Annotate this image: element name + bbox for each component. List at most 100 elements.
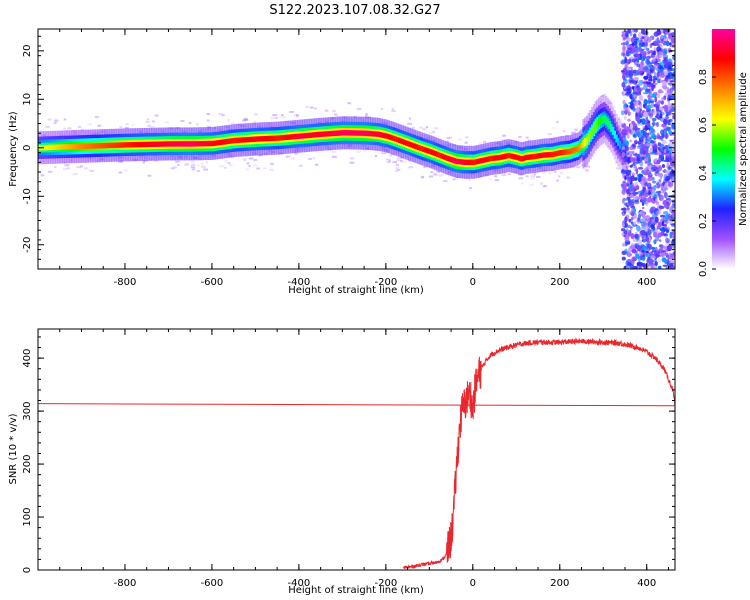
spectrogram-halo-cell <box>131 123 135 126</box>
spectrogram-noise-cell <box>631 256 637 262</box>
spectrogram-noise-cell <box>649 194 654 197</box>
spectrogram-ridge-cell <box>425 147 429 154</box>
spectrogram-noise-cell <box>621 151 625 159</box>
colorbar-tick-label: 0.8 <box>698 69 709 85</box>
spectrogram-noise-cell <box>642 262 646 268</box>
spectrogram-ridge-cell <box>403 139 406 145</box>
spectrogram-halo-cell <box>272 114 278 117</box>
spectrogram-noise-cell <box>651 176 655 182</box>
spectrogram-noise-cell <box>651 87 654 92</box>
spectrogram-halo-cell <box>349 161 355 164</box>
spectrogram-halo-cell <box>402 160 407 163</box>
spectrogram-halo-cell <box>118 160 123 163</box>
spectrogram-noise-cell <box>670 80 675 83</box>
spectrogram-noise-cell <box>632 207 636 215</box>
spectrogram-ridge-cell <box>611 126 615 135</box>
spectrogram-halo-cell <box>574 128 578 131</box>
spectrogram-halo-cell <box>218 112 223 115</box>
spectrogram-ridge-cell <box>417 144 420 151</box>
spectrogram-halo-cell <box>432 130 435 133</box>
spectrogram-ridge-cell <box>457 158 460 165</box>
spectrogram-noise-cell <box>636 173 640 181</box>
spectrogram-x-tick-label: -600 <box>201 277 224 288</box>
spectrogram-ridge-cell <box>547 152 550 158</box>
spectrogram-ridge-cell <box>444 155 448 161</box>
spectrogram-ridge-cell <box>65 144 69 150</box>
spectrogram-halo-cell <box>530 175 535 178</box>
spectrogram-halo-cell <box>556 121 559 124</box>
spectrogram-halo-cell <box>324 109 329 112</box>
spectrogram-halo-cell <box>430 171 434 174</box>
spectrogram-noise-cell <box>630 175 635 182</box>
spectrogram-ridge-cell <box>615 134 618 143</box>
spectrogram-halo-cell <box>197 164 200 167</box>
spectrogram-ridge-cell <box>556 150 559 157</box>
spectrogram-noise-cell <box>626 207 630 211</box>
spectrogram-ridge-cell <box>411 142 415 149</box>
spectrogram-ticks: -800 -600 -400 -200 0 200 400 -20 -10 0 10 20 <box>22 29 675 288</box>
spectrogram-ridge-cell <box>523 155 526 161</box>
spectrogram-y-tick-label: 0 <box>22 145 33 151</box>
spectrogram-noise-cell <box>622 164 626 170</box>
spectrogram-halo-cell <box>428 131 434 134</box>
spectrogram-noise-cell <box>622 90 625 97</box>
spectrogram-noise-cell <box>667 215 671 220</box>
spectrogram-ridge-cell <box>351 130 354 136</box>
spectrogram-halo-cell <box>503 172 507 175</box>
spectrogram-ridge-cell <box>347 130 350 136</box>
spectrogram-ridge-cell <box>211 140 215 147</box>
spectrogram-ridge-cell <box>352 130 356 136</box>
spectrogram-halo-cell <box>494 179 500 182</box>
spectrogram-ridge-cell <box>142 141 145 148</box>
snr-y-tick-label: 0 <box>22 567 33 573</box>
spectrogram-noise-cell <box>651 134 657 139</box>
spectrogram-noise-cell <box>651 42 655 46</box>
spectrogram-ridge-cell <box>164 141 168 147</box>
spectrogram-ridge-cell <box>331 130 335 137</box>
spectrogram-ridge-cell <box>133 142 136 148</box>
colorbar-tick-label: 0.4 <box>698 165 709 181</box>
spectrogram-noise-cell <box>659 38 664 44</box>
spectrogram-ridge-cell <box>363 130 366 136</box>
spectrogram-noise-cell <box>658 178 662 183</box>
spectrogram-noise-cell <box>671 41 675 49</box>
spectrogram-halo-cell <box>315 150 318 153</box>
spectrogram-ridge-cell <box>298 133 302 139</box>
spectrogram-ridge-cell <box>491 155 495 161</box>
spectrogram-halo-cell <box>147 124 152 127</box>
spectrogram-ridge-cell <box>469 159 472 165</box>
spectrogram-ridge-cell <box>185 141 189 147</box>
spectrogram-ridge-cell <box>370 131 373 137</box>
spectrogram-y-label: Frequency (Hz) <box>8 111 19 187</box>
spectrogram-noise-cell <box>657 64 663 70</box>
spectrogram-noise-cell <box>647 94 651 98</box>
spectrogram-x-tick-label: 400 <box>637 277 656 288</box>
spectrogram-noise-cell <box>622 162 627 165</box>
spectrogram-ridge-cell <box>451 157 455 163</box>
spectrogram-noise-cell <box>649 62 655 65</box>
spectrogram-halo-cell <box>570 132 574 135</box>
spectrogram-ridge-cell <box>358 130 361 136</box>
spectrogram-halo-cell <box>365 115 368 118</box>
spectrogram-halo-cell <box>390 153 395 156</box>
spectrogram-noise-cell <box>652 78 656 84</box>
spectrogram-noise-cell <box>664 145 668 150</box>
spectrogram-noise-cell <box>632 144 636 148</box>
spectrogram-noise-cell <box>628 198 632 205</box>
spectrogram-y-tick-label: 20 <box>22 44 33 57</box>
spectrogram-ridge-cell <box>606 118 610 127</box>
spectrogram-ridge-cell <box>281 135 284 141</box>
spectrogram-ridge-cell <box>50 144 53 151</box>
spectrogram-noise-cell <box>636 245 642 252</box>
spectrogram-noise-cell <box>656 225 661 230</box>
spectrogram-ridge-cell <box>81 143 84 149</box>
spectrogram-halo-cell <box>164 121 170 124</box>
spectrogram-halo-cell <box>54 119 59 122</box>
spectrogram-noise-cell <box>647 196 653 203</box>
spectrogram-halo-cell <box>464 141 468 144</box>
spectrogram-halo-cell <box>501 134 507 137</box>
spectrogram-noise-cell <box>642 215 647 222</box>
spectrogram-ridge-cell <box>232 137 236 144</box>
spectrogram-ridge-cell <box>396 137 399 143</box>
spectrogram-noise-cell <box>640 56 646 62</box>
